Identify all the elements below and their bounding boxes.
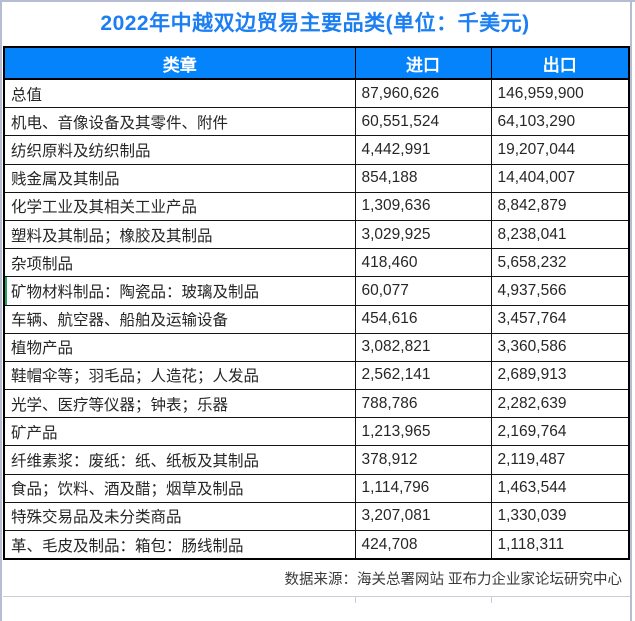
table-row: 特殊交易品及未分类商品 3,207,081 1,330,039 — [3, 501, 630, 532]
table-row: 革、毛皮及制品：箱包：肠线制品 424,708 1,118,311 — [3, 530, 630, 560]
import-value-cell: 87,960,626 — [354, 78, 492, 109]
table-row: 食品；饮料、酒及醋；烟草及制品 1,114,796 1,463,544 — [3, 473, 630, 503]
category-cell: 鞋帽伞等；羽毛品；人造花；人发品 — [3, 360, 356, 391]
table-row: 机电、音像设备及其零件、附件 60,551,524 64,103,290 — [3, 107, 630, 137]
column-header-category: 类章 — [3, 46, 356, 80]
table-row: 贱金属及其制品 854,188 14,404,007 — [3, 163, 630, 193]
category-cell: 贱金属及其制品 — [3, 163, 356, 193]
trade-table: 类章 进口 出口 总值 87,960,626 146,959,900 机电、音像设备及… — [3, 46, 630, 561]
export-value-cell: 14,404,007 — [490, 163, 630, 193]
import-value-cell: 788,786 — [354, 389, 492, 419]
category-cell: 总值 — [3, 78, 356, 109]
table-row: 总值 87,960,626 146,959,900 — [3, 78, 630, 109]
import-value-cell: 1,114,796 — [354, 473, 492, 503]
grid-tail — [3, 597, 630, 604]
category-cell: 化学工业及其相关工业产品 — [3, 191, 356, 221]
import-value-cell: 2,562,141 — [354, 360, 492, 391]
category-cell: 矿产品 — [3, 417, 356, 447]
import-value-cell: 378,912 — [354, 445, 492, 475]
source-note: 数据来源：海关总署网站 亚布力企业家论坛研究中心 — [3, 560, 630, 598]
category-cell: 植物产品 — [3, 332, 356, 362]
export-value-cell: 2,169,764 — [490, 417, 630, 447]
table-row: 纤维素浆：废纸：纸、纸板及其制品 378,912 2,119,487 — [3, 445, 630, 475]
category-cell: 纺织原料及纺织制品 — [3, 135, 356, 165]
import-value-cell: 854,188 — [354, 163, 492, 193]
export-value-cell: 2,282,639 — [490, 389, 630, 419]
import-value-cell: 424,708 — [354, 530, 492, 560]
import-value-cell: 418,460 — [354, 248, 492, 278]
table-row: 车辆、航空器、船舶及运输设备 454,616 3,457,764 — [3, 304, 630, 334]
export-value-cell: 1,463,544 — [490, 473, 630, 503]
export-value-cell: 2,689,913 — [490, 360, 630, 391]
sheet-gridline-right — [630, 2, 632, 621]
export-value-cell: 3,457,764 — [490, 304, 630, 334]
category-cell: 革、毛皮及制品：箱包：肠线制品 — [3, 530, 356, 560]
import-value-cell: 1,309,636 — [354, 191, 492, 221]
export-value-cell: 1,330,039 — [490, 501, 630, 532]
row-selection-marker — [5, 277, 7, 304]
export-value-cell: 5,658,232 — [490, 248, 630, 278]
import-value-cell: 3,029,925 — [354, 219, 492, 250]
table-row: 塑料及其制品；橡胶及其制品 3,029,925 8,238,041 — [3, 219, 630, 250]
gridline-stub — [491, 597, 492, 604]
import-value-cell: 60,077 — [354, 276, 492, 306]
export-value-cell: 2,119,487 — [490, 445, 630, 475]
table-row: 化学工业及其相关工业产品 1,309,636 8,842,879 — [3, 191, 630, 221]
category-cell: 特殊交易品及未分类商品 — [3, 501, 356, 532]
export-value-cell: 3,360,586 — [490, 332, 630, 362]
export-value-cell: 4,937,566 — [490, 276, 630, 306]
table-body: 总值 87,960,626 146,959,900 机电、音像设备及其零件、附件 60,… — [3, 78, 630, 560]
category-cell: 食品；饮料、酒及醋；烟草及制品 — [3, 473, 356, 503]
column-header-export: 出口 — [490, 46, 630, 80]
table-row: 植物产品 3,082,821 3,360,586 — [3, 332, 630, 362]
export-value-cell: 1,118,311 — [490, 530, 630, 560]
header-row: 类章 进口 出口 — [3, 46, 630, 80]
category-cell: 矿物材料制品：陶瓷品：玻璃及制品 — [3, 276, 356, 306]
import-value-cell: 1,213,965 — [354, 417, 492, 447]
category-cell: 机电、音像设备及其零件、附件 — [3, 107, 356, 137]
export-value-cell: 146,959,900 — [490, 78, 630, 109]
import-value-cell: 60,551,524 — [354, 107, 492, 137]
export-value-cell: 8,842,879 — [490, 191, 630, 221]
gridline-stub — [355, 597, 356, 604]
table-row: 矿物材料制品：陶瓷品：玻璃及制品 60,077 4,937,566 — [3, 276, 630, 306]
table-row: 鞋帽伞等；羽毛品；人造花；人发品 2,562,141 2,689,913 — [3, 360, 630, 391]
import-value-cell: 454,616 — [354, 304, 492, 334]
export-value-cell: 64,103,290 — [490, 107, 630, 137]
export-value-cell: 8,238,041 — [490, 219, 630, 250]
column-header-import: 进口 — [354, 46, 492, 80]
table-row: 杂项制品 418,460 5,658,232 — [3, 248, 630, 278]
category-cell: 车辆、航空器、船舶及运输设备 — [3, 304, 356, 334]
category-cell: 光学、医疗等仪器；钟表；乐器 — [3, 389, 356, 419]
export-value-cell: 19,207,044 — [490, 135, 630, 165]
table-row: 矿产品 1,213,965 2,169,764 — [3, 417, 630, 447]
import-value-cell: 3,207,081 — [354, 501, 492, 532]
category-cell: 杂项制品 — [3, 248, 356, 278]
import-value-cell: 4,442,991 — [354, 135, 492, 165]
page-title: 2022年中越双边贸易主要品类(单位：千美元) — [2, 2, 628, 46]
import-value-cell: 3,082,821 — [354, 332, 492, 362]
table-header: 类章 进口 出口 — [3, 46, 630, 80]
category-cell: 纤维素浆：废纸：纸、纸板及其制品 — [3, 445, 356, 475]
category-cell: 塑料及其制品；橡胶及其制品 — [3, 219, 356, 250]
table-row: 光学、医疗等仪器；钟表；乐器 788,786 2,282,639 — [3, 389, 630, 419]
table-row: 纺织原料及纺织制品 4,442,991 19,207,044 — [3, 135, 630, 165]
